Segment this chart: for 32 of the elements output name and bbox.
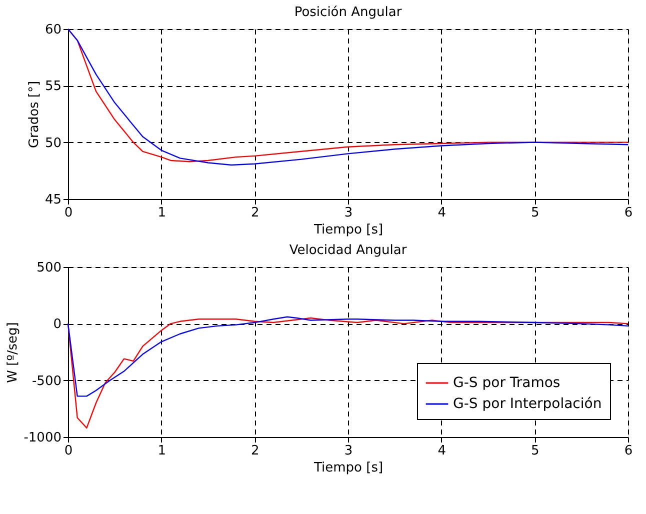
- x-axis-title: Tiempo [s]: [312, 222, 384, 238]
- x-tick-label: 5: [531, 444, 540, 458]
- line-series: [67, 317, 629, 429]
- x-axis-title: Tiempo [s]: [312, 460, 384, 476]
- y-tick-label: -500: [32, 374, 62, 389]
- y-tick-label: 500: [36, 260, 62, 276]
- y-tick-label: 55: [44, 79, 62, 94]
- y-tick-label: 0: [53, 317, 62, 332]
- y-tick-label: 45: [44, 192, 62, 208]
- x-tick-label: 6: [624, 206, 633, 220]
- x-tick-label: 0: [64, 444, 73, 458]
- x-tick-label: 2: [251, 444, 260, 458]
- x-tick-label: 6: [624, 444, 633, 458]
- y-axis-title: W [º/seg]: [6, 322, 21, 383]
- x-tick-label: 1: [158, 444, 166, 458]
- x-tick-label: 4: [438, 444, 446, 458]
- x-tick-label: 3: [344, 206, 353, 220]
- y-tick-label: 50: [44, 136, 62, 151]
- legend-label: G-S por Tramos: [453, 375, 560, 391]
- line-series: [67, 316, 629, 397]
- x-tick-label: 2: [251, 206, 260, 220]
- chart-title: Posición Angular: [294, 5, 402, 20]
- y-axis-title: Grados [°]: [26, 80, 42, 148]
- y-tick-label: -1000: [24, 430, 62, 446]
- y-tick-label: 60: [44, 22, 62, 38]
- x-tick-label: 3: [344, 444, 353, 458]
- x-tick-label: 1: [158, 206, 166, 220]
- chart-title: Velocidad Angular: [289, 243, 408, 258]
- x-tick-label: 0: [64, 206, 73, 220]
- x-tick-label: 4: [438, 206, 446, 220]
- legend-label: G-S por Interpolación: [453, 396, 602, 412]
- x-tick-label: 5: [531, 206, 540, 220]
